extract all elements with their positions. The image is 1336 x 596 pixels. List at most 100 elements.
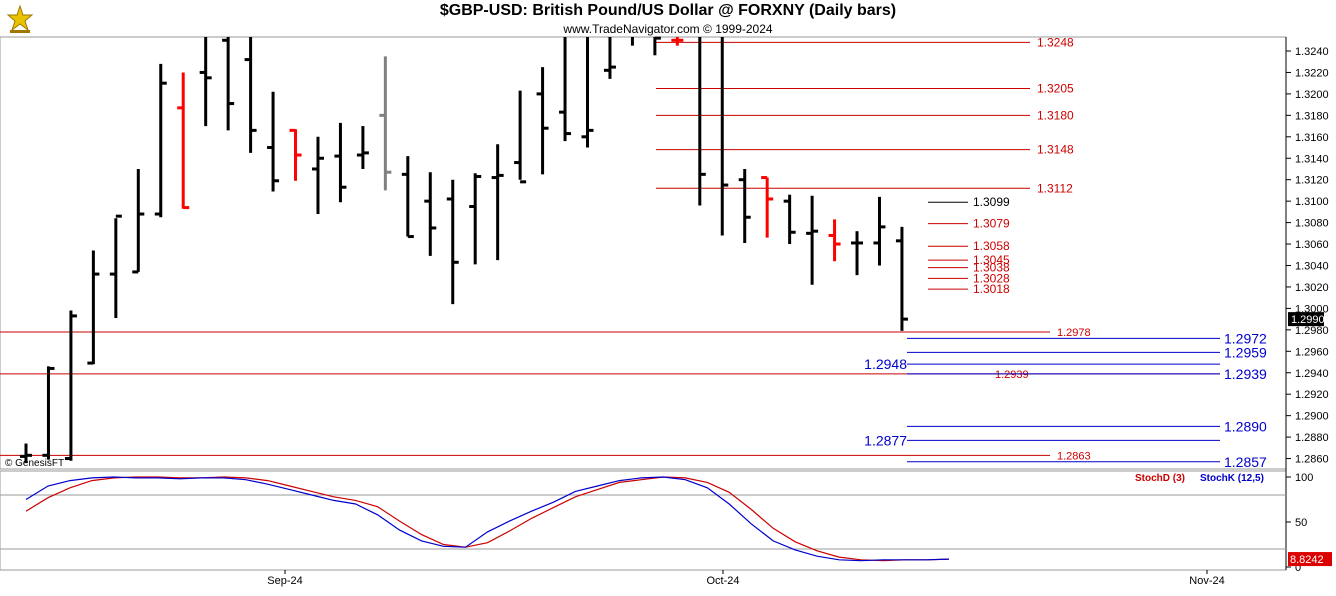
ohlc-bar <box>87 250 100 365</box>
ohlc-bar <box>267 91 280 192</box>
ohlc-bar <box>379 56 392 191</box>
x-tick-label: Sep-24 <box>267 575 302 587</box>
level-label: 1.3248 <box>1037 35 1074 49</box>
level-label: 1.2959 <box>1224 344 1267 360</box>
osc-y-tick-label: 0 <box>1295 562 1301 574</box>
osc-y-tick-label: 100 <box>1295 472 1313 484</box>
y-tick-label: 1.2980 <box>1295 325 1329 337</box>
level-label: 1.3112 <box>1037 181 1073 195</box>
ohlc-bar <box>109 214 122 319</box>
level-label: 1.3028 <box>973 271 1010 285</box>
ohlc-bar <box>653 36 661 56</box>
stoch-d-legend: StochD (3) <box>1135 473 1185 484</box>
ohlc-bar <box>514 90 527 184</box>
ohlc-bar <box>20 443 32 463</box>
last-price-box <box>1288 312 1324 327</box>
level-label: 1.2948 <box>864 356 907 372</box>
ohlc-bar <box>603 37 616 79</box>
level-label: 1.2972 <box>1224 330 1267 346</box>
ohlc-bar <box>491 144 504 261</box>
y-tick-label: 1.3060 <box>1295 239 1329 251</box>
stoch-k-line <box>25 476 950 562</box>
stoch-d-line <box>25 476 950 562</box>
y-tick-label: 1.2880 <box>1295 432 1329 444</box>
ohlc-bar <box>895 226 908 331</box>
stoch-k-legend: StochK (12,5) <box>1200 473 1264 484</box>
y-tick-label: 1.3200 <box>1295 89 1329 101</box>
level-label: 1.3148 <box>1037 143 1074 157</box>
ohlc-bar <box>177 72 190 210</box>
level-label: 1.2890 <box>1224 418 1267 434</box>
stoch-last-box <box>1288 552 1332 567</box>
ohlc-bar <box>356 126 369 169</box>
level-label: 1.2978 <box>1057 327 1091 339</box>
copyright-label: © GenesisFT <box>5 458 65 469</box>
y-tick-label: 1.2920 <box>1295 389 1329 401</box>
y-tick-label: 1.2960 <box>1295 346 1329 358</box>
ohlc-bar <box>154 63 167 218</box>
level-label: 1.2857 <box>1224 454 1267 470</box>
ohlc-bar <box>828 219 841 262</box>
oscillator-panel-frame <box>0 470 1287 571</box>
y-tick-label: 1.3040 <box>1295 261 1329 273</box>
ohlc-bar <box>761 176 774 238</box>
ohlc-bar <box>244 37 257 153</box>
ohlc-bar <box>698 37 706 206</box>
stoch-last-label: 8.8242 <box>1290 554 1324 566</box>
ohlc-bar <box>334 122 347 203</box>
ohlc-bar <box>783 194 796 245</box>
y-tick-label: 1.3220 <box>1295 67 1329 79</box>
ohlc-bar <box>559 37 572 142</box>
level-label: 1.3045 <box>973 253 1010 267</box>
chart-title: $GBP-USD: British Pound/US Dollar @ FORX… <box>439 2 897 19</box>
y-tick-label: 1.3020 <box>1295 282 1329 294</box>
y-tick-label: 1.3160 <box>1295 132 1329 144</box>
level-label: 1.3180 <box>1037 108 1074 122</box>
last-price-label: 1.2990 <box>1291 314 1325 326</box>
y-tick-label: 1.3120 <box>1295 175 1329 187</box>
y-tick-label: 1.2940 <box>1295 368 1329 380</box>
ohlc-bar <box>424 172 437 256</box>
level-label: 1.3058 <box>973 239 1010 253</box>
level-label: 1.3038 <box>973 261 1010 275</box>
ohlc-bar <box>581 37 594 148</box>
osc-y-tick-label: 50 <box>1295 517 1307 529</box>
level-label: 1.2877 <box>864 432 907 448</box>
ohlc-bar <box>806 195 819 285</box>
chart-subtitle: www.TradeNavigator.com © 1999-2024 <box>563 22 773 36</box>
y-tick-label: 1.3080 <box>1295 218 1329 230</box>
ohlc-bar <box>401 156 414 239</box>
ohlc-bar <box>311 136 324 215</box>
ohlc-bar <box>738 168 751 243</box>
y-tick-label: 1.3140 <box>1295 153 1329 165</box>
y-tick-label: 1.2900 <box>1295 411 1329 423</box>
level-label: 1.3099 <box>973 195 1010 209</box>
ohlc-bar <box>199 37 212 127</box>
ohlc-bar <box>671 37 684 46</box>
level-label: 1.3205 <box>1037 82 1074 96</box>
ohlc-bar <box>446 179 459 305</box>
ohlc-bar <box>222 37 235 131</box>
trade-navigator-logo-icon <box>4 3 36 35</box>
y-tick-label: 1.3100 <box>1295 196 1329 208</box>
level-label: 1.2939 <box>1224 366 1267 382</box>
y-tick-label: 1.3240 <box>1295 46 1329 58</box>
x-tick-label: Nov-24 <box>1189 575 1224 587</box>
level-label: 1.3018 <box>973 282 1010 296</box>
level-label: 1.2863 <box>1057 450 1091 462</box>
ohlc-bar <box>720 37 729 236</box>
ohlc-bar <box>469 173 482 265</box>
ohlc-bar <box>851 231 864 276</box>
ohlc-bar <box>132 168 145 274</box>
level-label: 1.2939 <box>995 369 1029 381</box>
x-tick-label: Oct-24 <box>706 575 739 587</box>
level-label: 1.3079 <box>973 217 1010 231</box>
ohlc-bar <box>873 196 886 266</box>
y-tick-label: 1.2860 <box>1295 454 1329 466</box>
ohlc-bar <box>64 310 77 461</box>
ohlc-bar <box>42 366 55 460</box>
ohlc-bar <box>536 67 549 175</box>
y-tick-label: 1.3180 <box>1295 110 1329 122</box>
